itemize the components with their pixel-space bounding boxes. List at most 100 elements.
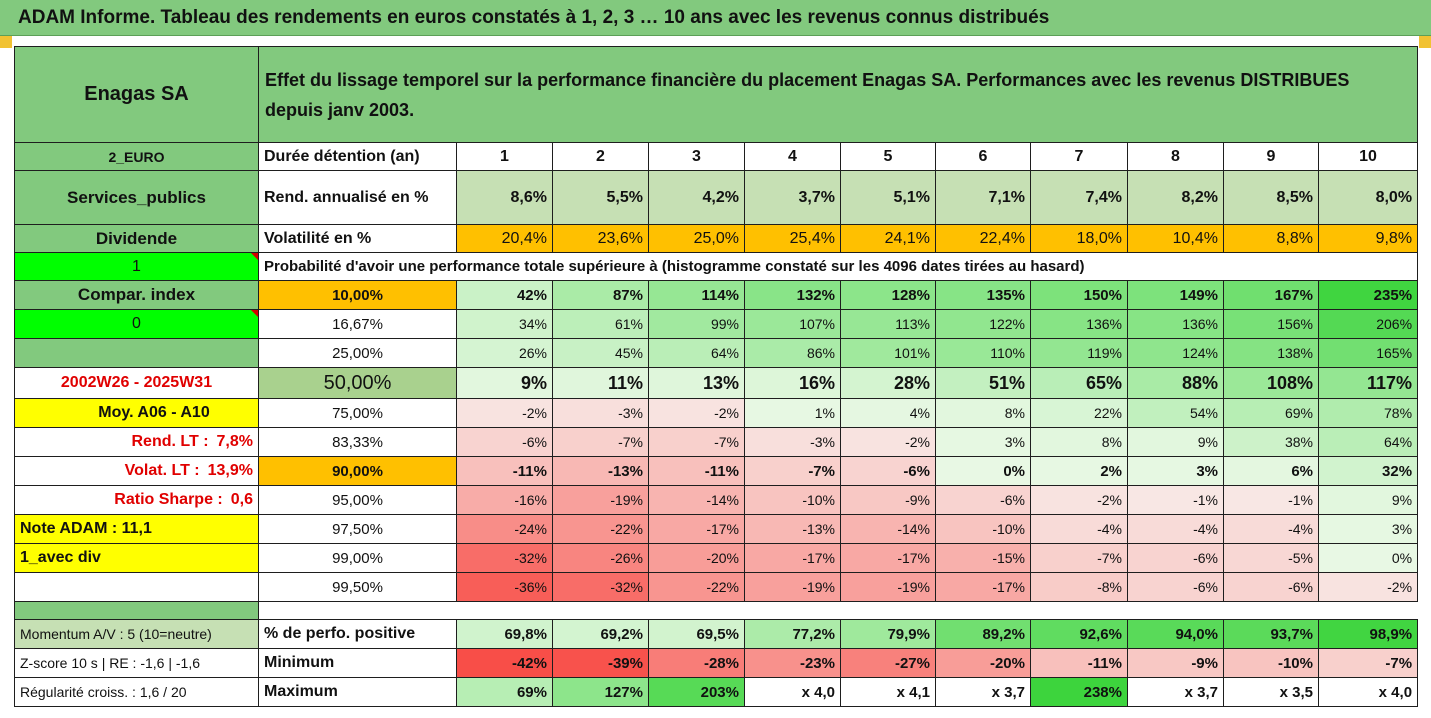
year-header: 7 [1030,142,1128,171]
probability-value: 150% [1030,280,1128,310]
probability-value: -15% [935,543,1031,573]
probability-value: 235% [1317,280,1419,310]
stats-row: Régularité croiss. : 1,6 / 20 Maximum 69% 1… [14,677,1419,707]
spacer-blank [257,601,1418,620]
probability-value: -13% [552,456,649,486]
probability-threshold: 16,67% [258,309,457,339]
prob-row: 2002W26 - 2025W31 50,00% 9% 11% 13% 16% 28% 51%… [14,367,1419,399]
volat-value: 20,4% [456,224,553,253]
probability-value: 108% [1223,367,1319,399]
probability-value: -22% [648,572,745,602]
prob-row: Volat. LT :13,9% 90,00% -11% -13% -11% -7% -6%… [14,456,1419,486]
prob-row: Note ADAM : 11,1 97,50% -24% -22% -17% -13% -1… [14,514,1419,544]
probability-value: 28% [840,367,936,399]
probability-value: 86% [744,338,841,368]
probability-value: -8% [1030,572,1128,602]
probability-value: -19% [840,572,936,602]
probability-value: -13% [744,514,841,544]
probability-value: 0% [1317,543,1419,573]
stats-value: 127% [552,677,649,707]
rend-value: 8,5% [1223,170,1319,225]
returns-table: Enagas SA Effet du lissage temporel sur … [14,46,1419,707]
probability-value: 69% [1223,398,1319,428]
stats-value: -28% [648,648,745,678]
sharpe: Ratio Sharpe : 0,6 [14,485,259,515]
mode-cell: 1_avec div [14,543,259,573]
probability-value: 64% [648,338,745,368]
sharpe-label: Ratio Sharpe : [114,491,223,508]
volat-value: 18,0% [1030,224,1128,253]
probability-threshold: 75,00% [258,398,457,428]
probability-value: -6% [840,456,936,486]
dividend-value: 1 [14,252,259,281]
probability-value: -5% [1223,543,1319,573]
year-header: 10 [1317,142,1419,171]
stats-value: x 3,7 [1127,677,1224,707]
probability-value: 9% [1317,485,1419,515]
probability-value: -2% [456,398,553,428]
volat-value: 23,6% [552,224,649,253]
probability-value: 107% [744,309,841,339]
company-description: Effet du lissage temporel sur la perform… [257,46,1419,143]
probability-value: -26% [552,543,649,573]
probability-value: 114% [648,280,745,310]
prob-row: 0 16,67% 34% 61% 99% 107% 113% 122% 136% 136% 156%… [14,309,1419,339]
probability-value: 51% [935,367,1031,399]
probability-threshold: 10,00% [258,280,457,310]
probability-value: -2% [648,398,745,428]
duration-label: Durée détention (an) [258,142,457,171]
stats-value: x 3,7 [935,677,1031,707]
probability-value: 64% [1317,427,1419,457]
probability-value: -17% [840,543,936,573]
probability-value: -16% [456,485,553,515]
probability-value: -6% [456,427,553,457]
probability-value: -19% [552,485,649,515]
probability-value: -19% [744,572,841,602]
spacer-cell [14,601,259,620]
stats-value: -23% [744,648,841,678]
probability-value: 11% [552,367,649,399]
probability-value: 206% [1317,309,1419,339]
probability-value: -14% [840,514,936,544]
probability-value: 34% [456,309,553,339]
years-row: 2_EURO Durée détention (an) 1 2 3 4 5 6 7 8 9 10 [14,142,1419,171]
probability-value: 9% [1127,427,1224,457]
probability-value: 99% [648,309,745,339]
probability-value: 65% [1030,367,1128,399]
prob-row: 1_avec div 99,00% -32% -26% -20% -17% -17% -15%… [14,543,1419,573]
probability-value: 26% [456,338,553,368]
volat-value: 25,0% [648,224,745,253]
probability-threshold: 50,00% [258,367,457,399]
probability-value: 101% [840,338,936,368]
year-header: 9 [1223,142,1319,171]
probability-threshold: 97,50% [258,514,457,544]
header-row: Enagas SA Effet du lissage temporel sur … [14,46,1419,143]
stats-side-label: Momentum A/V : 5 (10=neutre) [14,619,259,649]
probability-value: -17% [935,572,1031,602]
note-adam: Note ADAM : 11,1 [14,514,259,544]
probability-value: 22% [1030,398,1128,428]
rend-value: 5,1% [840,170,936,225]
prob-row: Rend. LT :7,8% 83,33% -6% -7% -7% -3% -2% 3% 8% 9… [14,427,1419,457]
probability-threshold: 99,00% [258,543,457,573]
probability-value: 8% [935,398,1031,428]
probability-value: 3% [1317,514,1419,544]
probability-value: 117% [1317,367,1419,399]
probability-value: 1% [744,398,841,428]
spacer-row [14,601,1418,620]
probability-value: -10% [744,485,841,515]
probability-value: 8% [1030,427,1128,457]
stats-value: x 4,0 [1317,677,1419,707]
probability-value: -6% [1127,543,1224,573]
stats-row: Z-score 10 s | RE : -1,6 | -1,6 Minimum -4… [14,648,1419,678]
probability-value: -2% [1317,572,1419,602]
probability-value: -7% [1030,543,1128,573]
rend-row: Services_publics Rend. annualisé en % 8,6%… [14,170,1419,225]
probability-value: -2% [1030,485,1128,515]
stats-value: x 4,0 [744,677,841,707]
rend-value: 4,2% [648,170,745,225]
stats-side-label: Z-score 10 s | RE : -1,6 | -1,6 [14,648,259,678]
volat-value: 25,4% [744,224,841,253]
probability-value: -7% [648,427,745,457]
probability-value: -4% [1030,514,1128,544]
